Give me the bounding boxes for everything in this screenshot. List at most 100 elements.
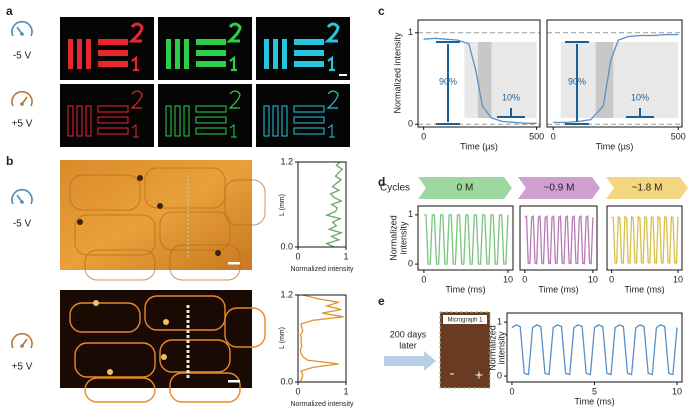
x-axis-label: Time (ms) [574,396,614,406]
x-tick-label: 0 [551,131,556,141]
target-digit [229,55,237,72]
y-tick-label: 1.2 [280,156,293,166]
target-bar [195,105,227,113]
target-image [256,84,350,147]
x-tick-label: 0 [295,251,300,261]
electrode-sign: - [450,365,455,381]
shade [464,42,537,118]
x-axis-label: Normalized intensity [290,266,354,273]
target-bar [175,39,180,69]
x-tick-label: 5 [592,386,597,396]
x-tick-label: 1 [343,251,348,261]
y-tick-label: 0.0 [280,241,293,251]
gauge-icon [11,188,33,205]
cell-outline [159,339,231,373]
nucleus [163,319,169,325]
cell-outline [84,249,156,281]
x-tick-label: 0 [509,386,514,396]
target-bar [165,105,172,137]
gauge-icon [11,90,33,107]
plot-frame [606,205,683,271]
stage-label: ~0.9 M [544,183,575,194]
target-bar [264,39,269,69]
plot-frame [506,312,683,383]
target-bar [77,39,82,69]
x-tick-label: 1 [343,386,348,396]
plot-frame [417,205,514,271]
plot-frame [297,294,347,383]
arrow-text: 200 days [390,329,427,339]
target-bar [282,39,287,69]
y-tick-label: 0.0 [280,376,293,386]
x-axis-label: Time (ms) [624,284,664,294]
target-bar [98,39,128,45]
target-bar [272,105,279,137]
nucleus [157,203,163,209]
panel-label: a [6,4,13,18]
target-bar [97,105,129,113]
target-bar [293,127,325,135]
plot-frame [519,205,598,271]
target-bar [174,105,181,137]
y-axis-label: Normalized [487,325,497,371]
voltage-label: -5 V [13,51,32,62]
nucleus [137,175,143,181]
target-digit [131,55,139,72]
y-tick-label: 1.2 [280,289,293,299]
plot-frame [417,19,541,128]
target-bar [195,116,227,124]
y-axis-label: L (mm) [279,327,286,349]
panel-label: c [378,4,385,18]
gauge-icon [11,332,33,349]
gauge-hub [20,200,24,204]
y-tick-label: 0 [408,258,413,268]
target-bar [294,39,324,45]
data-line [524,215,594,265]
cycles-label: Cycles [380,183,410,194]
annotation: 90% [568,76,586,86]
target-digit [226,22,242,43]
target-bar [196,61,226,67]
x-tick-label: 0 [609,274,614,284]
stage-chevron [606,177,688,199]
x-tick-label: 0 [522,274,527,284]
x-tick-label: 10 [673,274,683,284]
target-image [60,84,154,147]
cell-outline [69,174,141,211]
y-tick-label: 1 [408,27,413,37]
stage-label: ~1.8 M [632,183,663,194]
scale-bar [228,262,240,265]
x-tick-label: 10 [503,274,513,284]
target-digit [326,90,339,109]
target-bar [98,61,128,67]
nucleus [107,369,113,375]
target-digit [130,90,143,109]
cell-outline [74,342,156,378]
panel-label: e [378,294,385,308]
scale-bar [339,74,347,76]
target-bar [273,39,278,69]
data-line [324,161,344,248]
x-tick-label: 0 [295,386,300,396]
x-axis-label: Time (µs) [460,141,498,151]
target-bar [196,50,226,56]
data-line [511,324,678,376]
shade [560,42,679,118]
x-tick-label: 500 [529,131,544,141]
y-axis-label: L (mm) [279,194,286,216]
arrow-text: later [399,340,417,350]
y-axis-label: intensity [398,221,408,255]
nucleus [93,300,99,306]
target-bar [85,105,92,137]
plot-frame [297,161,347,248]
cell-outline [224,307,266,348]
micrograph-title: Micrograph 1 [447,318,483,324]
target-bar [97,127,129,135]
panel-label: d [378,175,385,189]
target-digit [327,124,335,138]
x-tick-label: 500 [671,131,686,141]
target-bar [67,105,74,137]
cell-outline [69,302,141,333]
target-digit [229,124,237,138]
